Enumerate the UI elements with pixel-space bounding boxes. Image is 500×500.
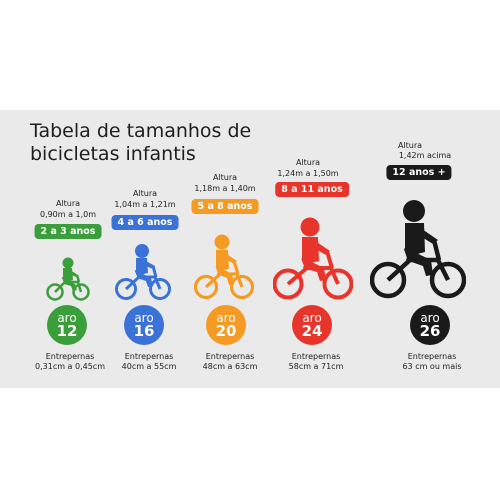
- child-on-balance-bike-icon: [46, 257, 90, 301]
- inseam-label: Entrepernas: [205, 352, 255, 361]
- aro-word: aro: [216, 310, 236, 325]
- aro-word: aro: [420, 310, 440, 325]
- height-range: 1,04m a 1,21m: [114, 200, 176, 209]
- wheel-size-badge: aro 26: [410, 305, 450, 345]
- inseam-label: Entrepernas: [45, 352, 95, 361]
- height-range: 0,90m a 1,0m: [39, 210, 97, 219]
- height-label: Altura: [55, 199, 81, 208]
- age-badge: 8 a 11 anos: [275, 182, 349, 197]
- aro-word: aro: [57, 310, 77, 325]
- height-range: 1,18m a 1,40m: [194, 184, 256, 193]
- teen-on-bike-icon: [370, 200, 466, 299]
- inseam-range: 40cm a 55cm: [121, 362, 177, 371]
- age-badge: 4 a 6 anos: [111, 215, 179, 230]
- wheel-size-badge: aro 12: [47, 305, 87, 345]
- inseam-range: 48cm a 63cm: [202, 362, 258, 371]
- inseam-label: Entrepernas: [291, 352, 341, 361]
- height-label: Altura: [132, 189, 158, 198]
- child-on-bike-icon: [115, 244, 171, 300]
- child-on-bike-icon: [273, 217, 353, 300]
- title-line-1: Tabela de tamanhos de: [30, 120, 252, 142]
- aro-number: 12: [56, 321, 78, 340]
- inseam-range: 63 cm ou mais: [402, 362, 462, 371]
- aro-number: 24: [301, 321, 323, 340]
- title-line-2: bicicletas infantis: [30, 143, 196, 165]
- aro-word: aro: [134, 310, 154, 325]
- wheel-size-badge: aro 24: [292, 305, 332, 345]
- aro-number: 16: [133, 321, 155, 340]
- inseam-range: 58cm a 71cm: [288, 362, 344, 371]
- age-badge: 5 a 8 anos: [191, 199, 259, 214]
- wheel-size-badge: aro 20: [206, 305, 246, 345]
- age-badge: 12 anos +: [386, 165, 452, 180]
- age-badge: 2 a 3 anos: [34, 224, 102, 239]
- height-label: Altura: [295, 158, 321, 167]
- wheel-size-badge: aro 16: [124, 305, 164, 345]
- child-on-bike-icon: [194, 234, 254, 300]
- aro-number: 20: [215, 321, 237, 340]
- page-title: Tabela de tamanhos de bicicletas infanti…: [30, 120, 251, 166]
- height-label: Altura: [397, 141, 423, 150]
- inseam-label: Entrepernas: [124, 352, 174, 361]
- height-label: Altura: [212, 173, 238, 182]
- height-range: 1,24m a 1,50m: [277, 169, 339, 178]
- inseam-label: Entrepernas: [407, 352, 457, 361]
- inseam-range: 0,31cm a 0,45cm: [35, 362, 105, 371]
- aro-number: 26: [419, 321, 441, 340]
- aro-word: aro: [302, 310, 322, 325]
- height-range: 1,42m acima: [398, 151, 452, 160]
